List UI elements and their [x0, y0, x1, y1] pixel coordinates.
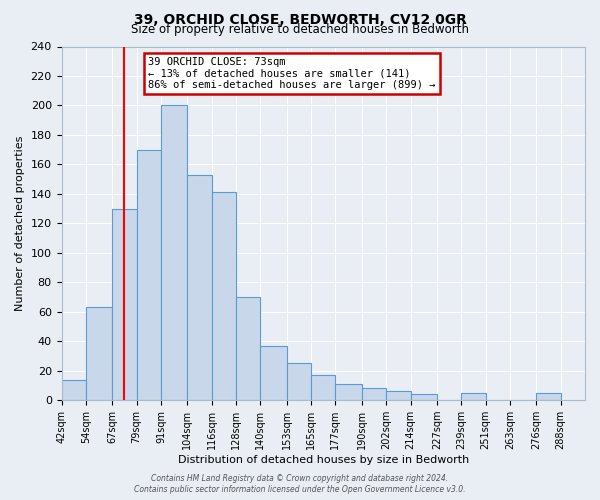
- Bar: [161, 106, 187, 400]
- Bar: [212, 192, 236, 400]
- Y-axis label: Number of detached properties: Number of detached properties: [15, 136, 25, 311]
- Bar: [187, 174, 212, 400]
- Text: 39, ORCHID CLOSE, BEDWORTH, CV12 0GR: 39, ORCHID CLOSE, BEDWORTH, CV12 0GR: [134, 12, 466, 26]
- Bar: [386, 392, 410, 400]
- Bar: [137, 150, 161, 400]
- Bar: [112, 208, 137, 400]
- Bar: [311, 375, 335, 400]
- Bar: [362, 388, 386, 400]
- Bar: [86, 308, 112, 400]
- Bar: [335, 384, 362, 400]
- Bar: [461, 393, 485, 400]
- Text: Size of property relative to detached houses in Bedworth: Size of property relative to detached ho…: [131, 22, 469, 36]
- Bar: [260, 346, 287, 400]
- Bar: [236, 297, 260, 400]
- Text: Contains HM Land Registry data © Crown copyright and database right 2024.
Contai: Contains HM Land Registry data © Crown c…: [134, 474, 466, 494]
- Bar: [62, 380, 86, 400]
- X-axis label: Distribution of detached houses by size in Bedworth: Distribution of detached houses by size …: [178, 455, 469, 465]
- Bar: [410, 394, 437, 400]
- Text: 39 ORCHID CLOSE: 73sqm
← 13% of detached houses are smaller (141)
86% of semi-de: 39 ORCHID CLOSE: 73sqm ← 13% of detached…: [148, 57, 436, 90]
- Bar: [287, 364, 311, 400]
- Bar: [536, 393, 560, 400]
